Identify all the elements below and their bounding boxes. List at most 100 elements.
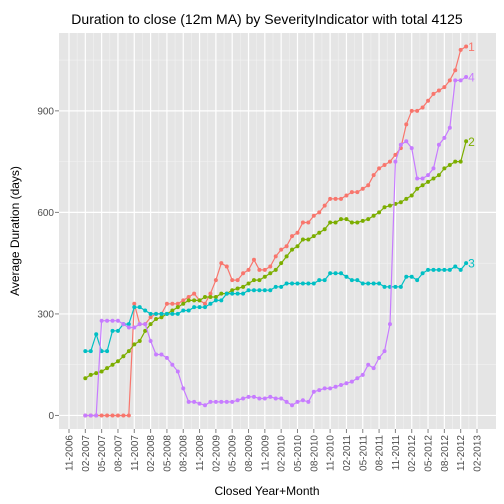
data-point <box>333 271 338 276</box>
data-point <box>355 376 360 381</box>
x-tick-label: 11-2006 <box>65 435 76 471</box>
data-point <box>371 281 376 286</box>
data-point <box>262 274 267 279</box>
y-axis-ticks: 0 300 600 900 <box>37 106 59 422</box>
data-point <box>387 203 392 208</box>
data-point <box>192 305 197 310</box>
data-point <box>279 396 284 401</box>
data-point <box>192 298 197 303</box>
x-tick-label: 08-2012 <box>440 435 451 472</box>
x-tick-label: 11-2010 <box>326 435 337 471</box>
data-point <box>404 196 409 201</box>
data-point <box>88 413 93 418</box>
data-point <box>197 298 202 303</box>
data-point <box>426 267 431 272</box>
data-point <box>257 278 262 283</box>
data-point <box>137 339 142 343</box>
data-point <box>387 322 392 327</box>
data-point <box>268 271 273 276</box>
data-point <box>268 288 273 293</box>
data-point <box>447 125 452 130</box>
x-axis-label: Closed Year+Month <box>214 484 319 498</box>
data-point <box>360 281 365 286</box>
minor-gridlines <box>59 33 496 429</box>
data-point <box>83 413 88 418</box>
data-point <box>192 291 197 296</box>
data-point <box>295 244 300 249</box>
y-tick-label: 300 <box>37 309 54 320</box>
data-point <box>83 349 88 354</box>
data-point <box>99 413 104 418</box>
x-tick-label: 08-2010 <box>309 435 320 472</box>
y-tick-label: 600 <box>37 208 54 219</box>
data-point <box>213 295 218 299</box>
data-point <box>175 369 180 374</box>
data-point <box>453 78 458 83</box>
data-point <box>94 371 99 376</box>
x-tick-label: 08-2011 <box>375 435 386 471</box>
data-point <box>360 218 365 223</box>
y-axis-label: Average Duration (days) <box>8 166 22 296</box>
data-point <box>262 396 267 401</box>
series-2 <box>83 139 469 381</box>
data-point <box>273 254 278 259</box>
data-point <box>164 355 169 360</box>
data-point <box>235 278 240 283</box>
data-point <box>295 281 300 286</box>
x-tick-label: 05-2010 <box>293 435 304 472</box>
data-point <box>382 205 387 210</box>
data-point <box>404 139 409 144</box>
data-point <box>382 284 387 289</box>
x-tick-label: 02-2008 <box>146 435 157 472</box>
data-point <box>170 301 175 306</box>
x-tick-label: 08-2007 <box>113 435 124 472</box>
data-point <box>235 286 240 291</box>
data-point <box>453 159 458 164</box>
chart-title: Duration to close (12m MA) by SeverityIn… <box>71 11 463 27</box>
series-end-labels: 1 2 3 4 <box>468 40 475 271</box>
data-point <box>262 267 267 272</box>
data-point <box>290 281 295 286</box>
data-point <box>251 257 256 262</box>
data-point <box>175 311 180 316</box>
data-point <box>213 399 218 404</box>
data-point <box>105 349 110 354</box>
data-point <box>366 281 371 286</box>
series-end-label-1: 1 <box>468 40 475 54</box>
data-point <box>208 295 213 299</box>
x-tick-label: 02-2007 <box>81 435 92 472</box>
data-point <box>371 173 376 178</box>
data-point <box>431 166 436 171</box>
data-point <box>213 298 218 303</box>
data-point <box>333 384 338 389</box>
data-point <box>219 261 224 266</box>
data-point <box>159 315 164 320</box>
data-point <box>409 108 414 113</box>
data-point <box>426 179 431 184</box>
x-tick-label: 05-2009 <box>228 435 239 472</box>
data-point <box>94 332 99 337</box>
data-point <box>83 376 88 381</box>
data-point <box>349 190 354 195</box>
data-point <box>447 267 452 272</box>
data-point <box>273 396 278 401</box>
data-point <box>110 413 115 418</box>
data-point <box>464 261 469 266</box>
data-point <box>230 278 235 283</box>
series-end-label-2: 2 <box>468 135 475 149</box>
data-point <box>126 349 131 354</box>
plot-panel <box>59 33 496 429</box>
data-point <box>415 176 420 181</box>
data-point <box>186 295 191 299</box>
data-point <box>203 403 207 408</box>
data-point <box>132 301 137 306</box>
x-tick-label: 11-2007 <box>130 435 141 471</box>
data-point <box>317 230 322 235</box>
data-point <box>224 399 229 404</box>
data-point <box>224 264 229 269</box>
data-point <box>273 267 278 272</box>
data-point <box>377 281 382 286</box>
data-point <box>398 200 403 205</box>
data-point <box>143 308 148 313</box>
